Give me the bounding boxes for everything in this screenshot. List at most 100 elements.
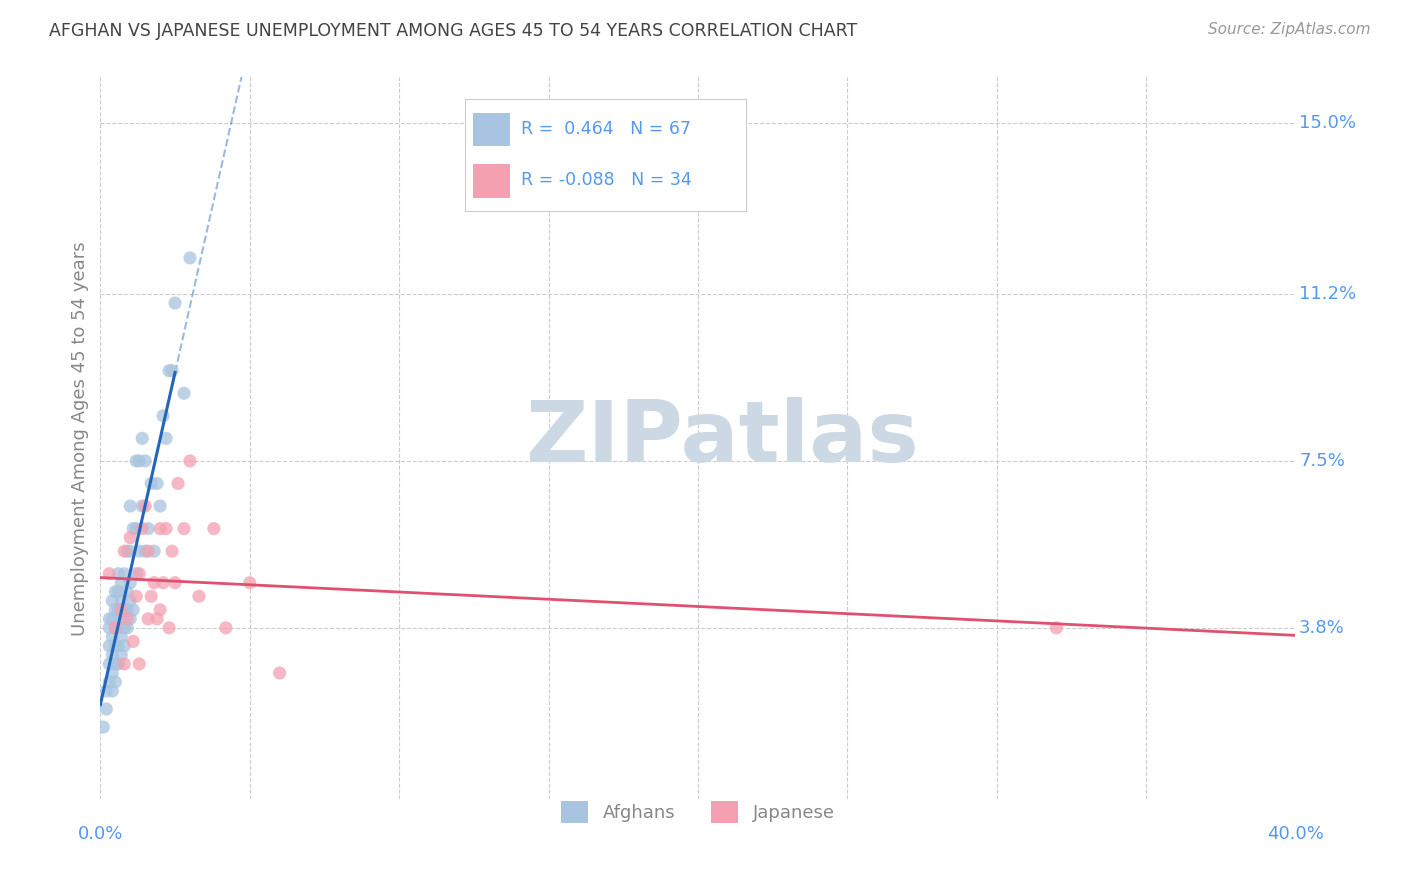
Point [104,675,127,690]
Point [139,476,162,491]
Point [112,621,135,635]
Point [104,621,127,635]
Point [163,575,186,590]
Point [101,630,124,644]
Point [128,544,150,558]
Point [152,409,174,423]
Point [96,684,118,698]
Point [149,522,172,536]
Point [146,476,169,491]
Point [101,594,124,608]
Point [107,657,129,671]
Point [101,612,124,626]
Text: 0.0%: 0.0% [77,824,124,843]
Point [157,621,180,635]
Point [107,566,129,581]
Point [239,575,262,590]
Point [104,639,127,653]
Point [134,454,156,468]
Point [110,630,132,644]
Point [125,566,148,581]
Point [110,603,132,617]
Point [125,454,148,468]
Text: Source: ZipAtlas.com: Source: ZipAtlas.com [1208,22,1371,37]
Point [173,522,195,536]
Point [136,522,159,536]
Point [136,612,159,626]
Text: 40.0%: 40.0% [1267,824,1324,843]
Point [120,612,142,626]
Point [163,296,186,310]
Point [128,657,150,671]
Point [107,584,129,599]
Point [173,386,195,401]
Point [98,657,121,671]
Point [122,522,145,536]
Text: 7.5%: 7.5% [1299,452,1346,470]
Point [110,594,132,608]
Point [101,665,124,680]
Point [112,657,135,671]
Point [110,612,132,626]
Point [128,566,150,581]
Point [125,522,148,536]
Point [134,499,156,513]
Point [104,657,127,671]
Point [1045,621,1067,635]
Point [143,544,166,558]
Point [120,575,142,590]
Point [122,634,145,648]
Point [91,720,114,734]
Point [98,612,121,626]
Point [96,702,118,716]
Text: 11.2%: 11.2% [1299,285,1357,303]
Point [269,665,291,680]
Point [115,544,138,558]
Point [139,589,162,603]
Text: 3.8%: 3.8% [1299,619,1344,637]
Point [115,603,138,617]
Point [98,621,121,635]
Point [167,476,190,491]
Point [122,603,145,617]
Point [125,589,148,603]
Point [112,639,135,653]
Point [202,522,225,536]
Point [107,621,129,635]
Point [115,612,138,626]
Point [98,639,121,653]
Point [187,589,209,603]
Point [155,431,177,445]
Point [131,499,153,513]
Legend: Afghans, Japanese: Afghans, Japanese [554,794,842,830]
Point [215,621,238,635]
Point [179,454,201,468]
Point [98,566,121,581]
Point [98,675,121,690]
Point [115,584,138,599]
Point [104,584,127,599]
Point [101,684,124,698]
Y-axis label: Unemployment Among Ages 45 to 54 years: Unemployment Among Ages 45 to 54 years [72,241,89,636]
Point [112,544,135,558]
Point [131,431,153,445]
Point [115,621,138,635]
Point [120,544,142,558]
Point [134,544,156,558]
Point [131,522,153,536]
Point [107,639,129,653]
Point [160,544,183,558]
Point [146,612,169,626]
Point [110,648,132,662]
Point [160,364,183,378]
Point [149,499,172,513]
Point [120,499,142,513]
Text: ZIPatlas: ZIPatlas [524,397,918,480]
Point [104,621,127,635]
Point [120,594,142,608]
Point [112,566,135,581]
Point [120,531,142,545]
Point [152,575,174,590]
Point [112,603,135,617]
Point [179,251,201,265]
